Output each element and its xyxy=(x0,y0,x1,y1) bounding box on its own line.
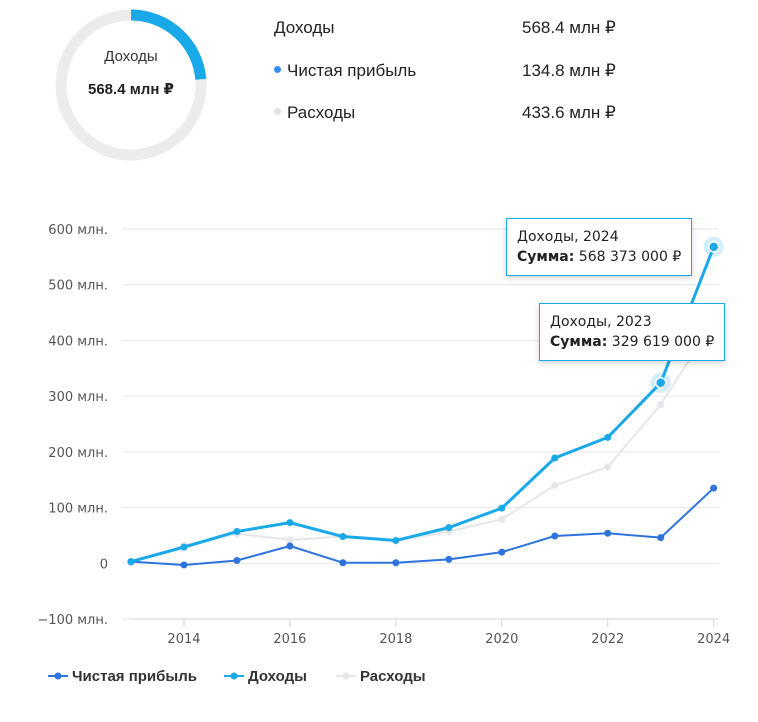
y-tick-label-7: −100 млн. xyxy=(37,613,108,628)
series-2-point-7 xyxy=(498,504,506,512)
legend-expenses-icon xyxy=(336,672,356,680)
series-1-point-6 xyxy=(445,555,453,563)
summary-row-income: Доходы 568.4 млн ₽ xyxy=(274,18,694,42)
series-0-point-7 xyxy=(498,515,506,523)
series-2-point-2 xyxy=(233,528,241,536)
y-tick-label-4: 200 млн. xyxy=(48,446,108,461)
tooltip-2024-title: Доходы, 2024 xyxy=(517,229,619,245)
series-1-point-5 xyxy=(392,559,400,567)
legend-item-profit[interactable]: Чистая прибыль xyxy=(48,668,197,685)
series-line-1 xyxy=(130,487,715,566)
series-2-point-11 xyxy=(707,241,720,253)
x-tick-label-0: 2014 xyxy=(167,632,200,647)
summary-label-profit: Чистая прибыль xyxy=(287,61,417,80)
legend-label-profit: Чистая прибыль xyxy=(72,668,197,685)
summary-value-income: 568.4 млн ₽ xyxy=(522,18,616,37)
y-tick-label-0: 600 млн. xyxy=(48,223,108,238)
summary-row-profit: Чистая прибыль 134.8 млн ₽ xyxy=(274,61,694,85)
series-line-0 xyxy=(130,320,715,565)
finance-line-chart: 600 млн. 500 млн. 400 млн. 300 млн. 200 млн.… xyxy=(37,223,730,647)
x-tick-label-1: 2016 xyxy=(273,632,306,647)
tooltip-income-2024: Доходы, 2024 Сумма: 568 373 000 ₽ xyxy=(506,218,693,276)
y-tick-label-2: 400 млн. xyxy=(48,334,108,349)
x-tick-label-5: 2024 xyxy=(697,632,730,647)
legend-label-expenses: Расходы xyxy=(360,668,426,685)
series-0-point-9 xyxy=(604,463,612,471)
legend-profit-icon xyxy=(48,672,68,680)
legend-income-icon xyxy=(224,672,244,680)
series-2-point-3 xyxy=(286,519,294,527)
y-tick-label-3: 300 млн. xyxy=(48,390,108,405)
series-2-point-6 xyxy=(445,524,453,532)
series-1-point-10 xyxy=(657,534,665,542)
legend-item-income[interactable]: Доходы xyxy=(224,668,307,685)
series-0-point-3 xyxy=(286,536,294,544)
series-1-point-9 xyxy=(604,529,612,537)
series-1-point-11 xyxy=(710,484,718,492)
series-1-point-4 xyxy=(339,559,347,567)
donut-value: 568.4 млн ₽ xyxy=(88,81,174,98)
series-1-point-7 xyxy=(498,548,506,556)
series-1-point-3 xyxy=(286,542,294,550)
x-tick-label-4: 2022 xyxy=(591,632,624,647)
donut-label: Доходы xyxy=(104,48,158,65)
series-2-point-8 xyxy=(551,454,559,462)
donut-arc xyxy=(55,9,207,161)
series-2-point-9 xyxy=(604,433,612,441)
x-tick-label-3: 2020 xyxy=(485,632,518,647)
expenses-marker-icon xyxy=(274,108,281,116)
series-2-point-1 xyxy=(180,543,188,551)
y-tick-label-1: 500 млн. xyxy=(48,279,108,294)
legend-label-income: Доходы xyxy=(248,668,307,685)
y-tick-label-5: 100 млн. xyxy=(48,502,108,517)
series-2-point-10 xyxy=(654,377,667,389)
legend-item-expenses[interactable]: Расходы xyxy=(336,668,426,685)
series-line-2 xyxy=(130,246,716,564)
tooltip-2023-sum-value: 329 619 000 ₽ xyxy=(611,334,715,350)
profit-marker-icon xyxy=(274,66,281,74)
summary-value-expenses: 433.6 млн ₽ xyxy=(522,103,616,122)
y-tick-label-6: 0 xyxy=(100,557,108,572)
series-1-point-8 xyxy=(551,532,559,540)
series-1-point-2 xyxy=(233,557,241,564)
series-1-point-1 xyxy=(180,561,188,569)
summary-row-expenses: Расходы 433.6 млн ₽ xyxy=(274,103,694,127)
series-0-point-8 xyxy=(551,481,559,489)
tooltip-2023-sum-label: Сумма: xyxy=(550,334,608,350)
summary-label-income: Доходы xyxy=(274,18,335,37)
x-tick-label-2: 2018 xyxy=(379,632,412,647)
series-2-point-4 xyxy=(339,533,347,541)
series-2-point-0 xyxy=(127,558,135,566)
summary-label-expenses: Расходы xyxy=(287,103,356,122)
tooltip-2024-sum-label: Сумма: xyxy=(517,249,575,265)
series-0-point-10 xyxy=(657,401,665,408)
tooltip-2023-title: Доходы, 2023 xyxy=(550,314,652,330)
income-donut xyxy=(55,9,207,161)
tooltip-income-2023: Доходы, 2023 Сумма: 329 619 000 ₽ xyxy=(539,303,726,361)
series-2-point-5 xyxy=(392,536,400,544)
tooltip-2024-sum-value: 568 373 000 ₽ xyxy=(578,249,682,265)
summary-value-profit: 134.8 млн ₽ xyxy=(522,61,616,80)
